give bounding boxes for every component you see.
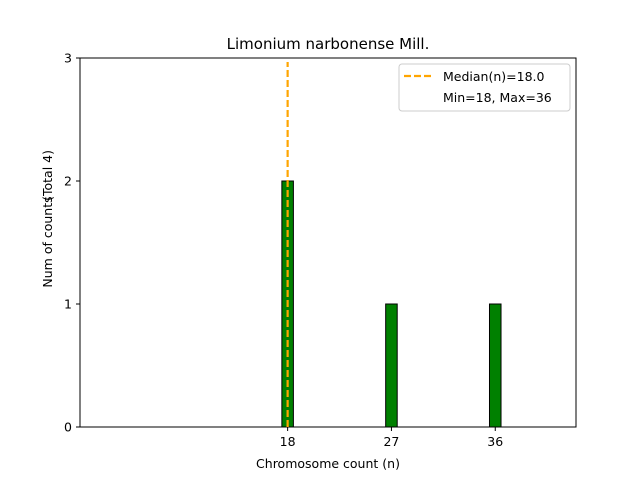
y-tick-label-1: 1 xyxy=(64,297,72,312)
y-tick-label-0: 0 xyxy=(64,420,72,435)
legend-entry-median: Median(n)=18.0 xyxy=(443,69,544,84)
x-tick-label-18: 18 xyxy=(280,434,296,449)
y-tick-label-2: 2 xyxy=(64,174,72,189)
chart-title: Limonium narbonense Mill. xyxy=(227,35,430,53)
y-axis-label: Num of counts xyxy=(40,196,55,287)
x-tick-label-36: 36 xyxy=(487,434,503,449)
bars-group xyxy=(80,180,542,428)
y-axis-total-label: (Total 4) xyxy=(40,150,55,201)
y-axis-ticks: 0 1 2 3 xyxy=(64,51,80,435)
bar-36 xyxy=(488,303,502,428)
x-axis-label: Chromosome count (n) xyxy=(256,456,400,471)
legend-entry-min-max: Min=18, Max=36 xyxy=(443,90,552,105)
plot-area-frame xyxy=(79,57,577,428)
legend-box xyxy=(398,63,571,112)
y-tick-label-3: 3 xyxy=(64,51,72,66)
x-tick-label-27: 27 xyxy=(383,434,399,449)
x-axis-ticks: 18 27 36 xyxy=(280,427,503,449)
bar-27 xyxy=(385,303,398,428)
legend: Median(n)=18.0 Min=18, Max=36 xyxy=(398,63,571,112)
